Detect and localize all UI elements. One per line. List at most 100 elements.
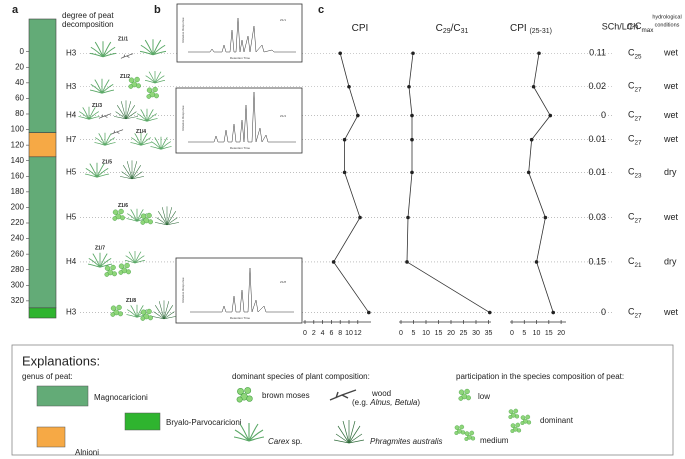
peat-layer bbox=[28, 156, 57, 309]
chart-title: CPI (25-31) bbox=[510, 23, 552, 36]
column-header: SCh/LCh bbox=[602, 21, 639, 31]
chromatogram: Z1/4 Relative Response Retention Time bbox=[175, 87, 303, 154]
hydrology: wet bbox=[663, 48, 679, 58]
point bbox=[548, 113, 553, 118]
sch-lch: 0.11 bbox=[589, 48, 606, 58]
n-cmax: C27 bbox=[628, 134, 642, 147]
text-part: 27 bbox=[635, 218, 643, 225]
panel-label: b bbox=[154, 4, 161, 16]
profile-line bbox=[333, 53, 370, 313]
n-cmax: C27 bbox=[628, 212, 642, 225]
profile-line bbox=[528, 53, 554, 313]
legend-label: Magnocaricioni bbox=[94, 393, 148, 402]
y-tick-label: 300 bbox=[11, 280, 25, 289]
n-cmax: C27 bbox=[628, 81, 642, 94]
y-tick-label: 40 bbox=[15, 78, 24, 87]
text-part: -C bbox=[632, 21, 642, 31]
text-part: 21 bbox=[635, 262, 643, 269]
x-tick-label: 10 bbox=[422, 330, 430, 337]
column-header: hydrological bbox=[652, 14, 681, 20]
hydrology: dry bbox=[664, 256, 677, 266]
hydrology: wet bbox=[663, 307, 679, 317]
x-tick-label: 4 bbox=[321, 330, 325, 337]
sch-lch: 0.01 bbox=[588, 167, 606, 177]
chart-title: C29/C31 bbox=[436, 23, 469, 36]
text-part: CPI bbox=[510, 23, 529, 34]
text-part: brown moses bbox=[262, 391, 310, 400]
point bbox=[529, 137, 534, 142]
sch-lch: 0.02 bbox=[588, 81, 606, 91]
point bbox=[358, 215, 362, 220]
text-part: 29 bbox=[443, 28, 451, 35]
sch-lch: 0 bbox=[601, 110, 606, 120]
x-tick-label: 8 bbox=[338, 330, 342, 337]
chromatogram-y-label: Relative Response bbox=[181, 17, 185, 43]
text-part: C bbox=[628, 167, 635, 177]
n-cmax: C21 bbox=[628, 256, 642, 269]
column-header: degree of peat bbox=[62, 11, 114, 20]
x-tick-label: 20 bbox=[447, 330, 455, 337]
n-cmax: C25 bbox=[628, 48, 642, 61]
x-tick-label: 2 bbox=[312, 330, 316, 337]
text-part: 23 bbox=[635, 173, 643, 180]
point bbox=[406, 215, 410, 220]
plant-icons bbox=[78, 38, 179, 321]
hydrology: wet bbox=[663, 212, 679, 222]
decomposition: H3 bbox=[66, 82, 77, 91]
point bbox=[411, 51, 415, 56]
legend-swatch bbox=[36, 385, 89, 407]
text-part: Carex bbox=[268, 437, 290, 446]
chart-title: CPI bbox=[352, 23, 369, 34]
point bbox=[526, 170, 531, 175]
y-tick-label: 180 bbox=[11, 187, 25, 196]
chromatogram: Z1/8 Relative Response Retention Time bbox=[175, 257, 303, 324]
y-tick-label: 120 bbox=[11, 140, 25, 149]
text-part: C bbox=[436, 23, 443, 34]
text-part: /C bbox=[451, 23, 461, 34]
legend-label: low bbox=[478, 392, 490, 401]
y-tick-label: 240 bbox=[11, 234, 25, 243]
x-tick-label: 0 bbox=[510, 330, 514, 337]
text-part: max bbox=[642, 27, 655, 34]
legend-label: Bryalo-Parvocaricioni bbox=[166, 418, 242, 427]
decomposition: H5 bbox=[66, 168, 77, 177]
sch-lch: 0.03 bbox=[588, 212, 606, 222]
legend-label: brown moses bbox=[262, 391, 310, 400]
chromatogram-y-label: Relative Response bbox=[181, 277, 185, 303]
y-tick-label: 80 bbox=[15, 109, 24, 118]
text-part: 27 bbox=[635, 140, 643, 147]
text-part: C bbox=[628, 212, 635, 222]
point bbox=[342, 170, 347, 175]
y-tick-label: 0 bbox=[20, 47, 25, 56]
x-tick-label: 15 bbox=[435, 330, 443, 337]
text-part: sp. bbox=[289, 437, 302, 446]
text-part: 31 bbox=[461, 28, 469, 35]
text-part: 25 bbox=[635, 53, 643, 60]
x-tick-label: 20 bbox=[557, 330, 565, 337]
decomposition: H4 bbox=[66, 257, 77, 266]
legend-label: Phragmites australis bbox=[370, 437, 442, 446]
sample-label: Z1/4 bbox=[136, 129, 146, 135]
text-part: C bbox=[628, 256, 635, 266]
y-tick-label: 140 bbox=[11, 156, 25, 165]
legend-label: dominant bbox=[540, 416, 574, 425]
y-tick-label: 280 bbox=[11, 265, 25, 274]
point bbox=[410, 170, 414, 175]
n-cmax: C27 bbox=[628, 110, 642, 123]
y-tick-label: 60 bbox=[15, 94, 24, 103]
n-cmax: C27 bbox=[628, 307, 642, 320]
point bbox=[347, 84, 351, 89]
text-part: (e.g. bbox=[352, 398, 370, 407]
n-cmax: C23 bbox=[628, 167, 642, 180]
panel-label: a bbox=[12, 4, 19, 16]
sample-label: Z1/8 bbox=[126, 298, 136, 304]
chromatogram-sample: Z1/8 bbox=[280, 280, 286, 284]
chromatogram-x-label: Retention Time bbox=[230, 56, 251, 60]
sample-label: Z1/1 bbox=[118, 37, 128, 43]
y-tick-label: 200 bbox=[11, 203, 25, 212]
point bbox=[356, 113, 360, 118]
x-tick-label: 30 bbox=[472, 330, 480, 337]
text-part: Phragmites australis bbox=[370, 437, 442, 446]
legend-swatch bbox=[124, 412, 161, 431]
